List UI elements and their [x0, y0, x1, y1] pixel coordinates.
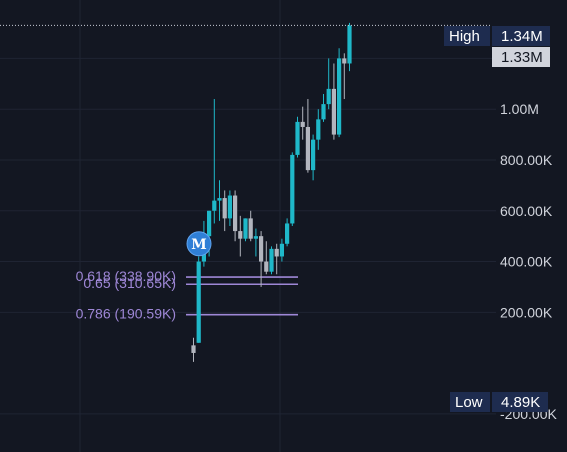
- candle-body: [331, 88, 336, 135]
- candle-body: [212, 200, 217, 211]
- candle-body: [300, 121, 305, 127]
- y-tick-label: 800.00K: [500, 152, 553, 168]
- last-price-value: 1.33M: [501, 49, 543, 66]
- overlays: M: [0, 24, 490, 257]
- last-price-tag-bg: [492, 47, 550, 67]
- candle-body: [269, 248, 274, 272]
- candle-body: [207, 210, 212, 237]
- y-tick-label: 400.00K: [500, 254, 553, 270]
- candle-body: [222, 198, 227, 219]
- fib-label: 0.618 (338.90K): [76, 268, 176, 284]
- high-value: 1.34M: [501, 28, 543, 45]
- candle-body: [279, 243, 284, 257]
- candle-body: [253, 236, 258, 239]
- candle-body: [305, 126, 310, 171]
- candle-body: [347, 25, 352, 64]
- candles: [191, 22, 352, 362]
- candle-body: [196, 261, 201, 343]
- candle-body: [311, 139, 316, 171]
- low-tag-value-bg: [492, 392, 548, 412]
- high-tag-value-bg: [492, 26, 550, 46]
- y-tick-label: 1.00M: [500, 101, 539, 117]
- candle-body: [243, 218, 248, 239]
- y-tick-label: 200.00K: [500, 304, 553, 320]
- candle-body: [337, 58, 342, 135]
- grid-lines: [0, 0, 496, 452]
- candle-body: [342, 58, 347, 64]
- candle-body: [274, 248, 279, 257]
- candle-body: [227, 195, 232, 219]
- price-tags: High 1.34M 1.33M Low 4.89K: [444, 26, 550, 412]
- candle-body: [285, 223, 290, 244]
- low-label: Low: [455, 394, 483, 411]
- candle-body: [217, 198, 222, 201]
- candle-body: [233, 195, 238, 232]
- candle-body: [321, 104, 326, 120]
- candle-body: [295, 121, 300, 155]
- y-tick-label: 600.00K: [500, 203, 553, 219]
- candle-body: [191, 345, 196, 353]
- candle-body: [259, 236, 264, 262]
- low-value: 4.89K: [501, 394, 540, 411]
- candle-body: [248, 218, 253, 239]
- fib-label: 0.786 (190.59K): [76, 306, 176, 322]
- high-tag-label-bg: [444, 26, 490, 46]
- candle-body: [326, 88, 331, 105]
- fib-label: 0.65 (310.65K): [83, 275, 176, 291]
- marker-label: M: [191, 237, 207, 253]
- candle-body: [238, 231, 243, 239]
- candle-body: [264, 261, 269, 272]
- high-label: High: [449, 28, 480, 45]
- low-tag-label-bg: [450, 392, 490, 412]
- candle-body: [316, 119, 321, 140]
- candle-body: [290, 154, 295, 224]
- marker-badge[interactable]: [186, 231, 212, 257]
- fibonacci-levels: 0.618 (338.90K)0.65 (310.65K) 0.786 (190.…: [76, 268, 298, 322]
